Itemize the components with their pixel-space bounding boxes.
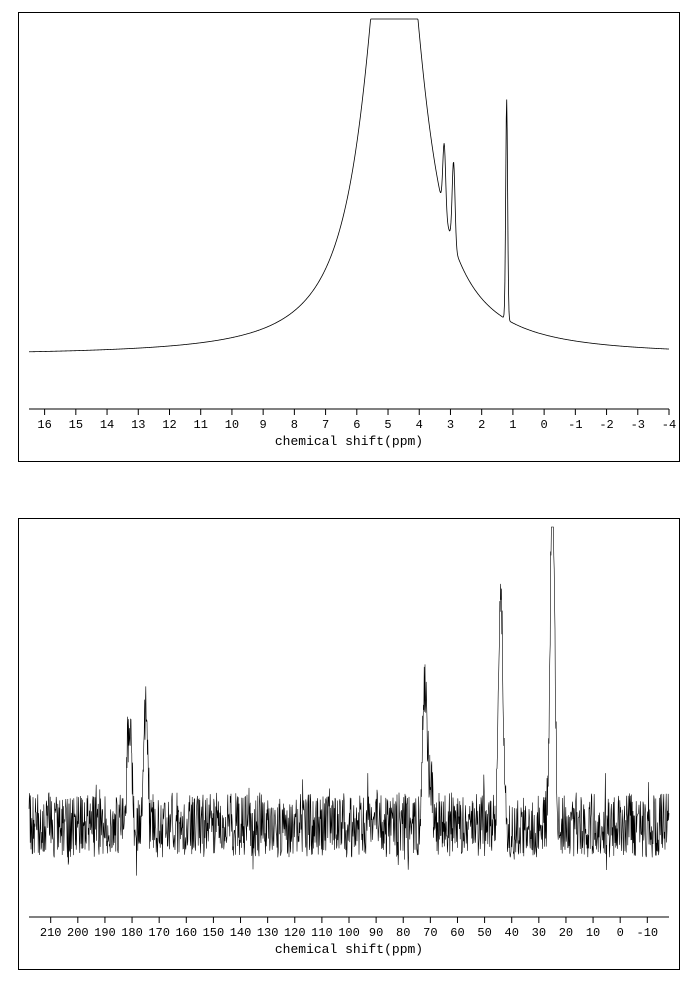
x-tick-label: 1 (509, 418, 516, 432)
x-tick-label: 4 (416, 418, 423, 432)
x-tick-label: 16 (37, 418, 51, 432)
x-tick-label: 10 (586, 926, 600, 940)
x-tick-label: 6 (353, 418, 360, 432)
x-tick-label: -2 (599, 418, 613, 432)
x-tick-label: 8 (291, 418, 298, 432)
x-tick-label: 12 (162, 418, 176, 432)
x-tick-label: -1 (568, 418, 582, 432)
bottom-spectrum-panel: 2102001901801701601501401301201101009080… (18, 518, 680, 970)
x-tick-label: 7 (322, 418, 329, 432)
x-tick-label: 130 (257, 926, 279, 940)
page: 161514131211109876543210-1-2-3-4 chemica… (0, 0, 697, 1000)
x-tick-label: 15 (69, 418, 83, 432)
x-tick-label: 13 (131, 418, 145, 432)
x-tick-label: 210 (40, 926, 62, 940)
x-tick-label: 170 (148, 926, 170, 940)
x-tick-label: 14 (100, 418, 114, 432)
x-tick-label: 190 (94, 926, 116, 940)
x-tick-label: -4 (662, 418, 676, 432)
x-tick-label: 5 (384, 418, 391, 432)
x-tick-label: 60 (450, 926, 464, 940)
x-tick-label: 30 (532, 926, 546, 940)
top-spectrum-panel: 161514131211109876543210-1-2-3-4 chemica… (18, 12, 680, 462)
top-spectrum-svg: 161514131211109876543210-1-2-3-4 chemica… (19, 13, 679, 461)
x-tick-label: 20 (559, 926, 573, 940)
x-tick-label: 11 (194, 418, 208, 432)
x-tick-label: 100 (338, 926, 360, 940)
x-tick-label: 40 (505, 926, 519, 940)
bottom-spectrum-svg: 2102001901801701601501401301201101009080… (19, 519, 679, 969)
x-tick-label: 90 (369, 926, 383, 940)
x-tick-label: 150 (203, 926, 225, 940)
x-tick-label: 120 (284, 926, 306, 940)
x-tick-label: 80 (396, 926, 410, 940)
x-tick-label: -10 (637, 926, 659, 940)
x-tick-label: 70 (423, 926, 437, 940)
x-tick-label: 0 (541, 418, 548, 432)
bottom-xlabel: chemical shift(ppm) (275, 942, 423, 957)
x-tick-label: 200 (67, 926, 89, 940)
x-tick-label: 140 (230, 926, 252, 940)
x-tick-label: 110 (311, 926, 333, 940)
x-tick-label: 10 (225, 418, 239, 432)
x-tick-label: 50 (477, 926, 491, 940)
x-tick-label: 160 (175, 926, 197, 940)
top-xlabel: chemical shift(ppm) (275, 434, 423, 449)
x-tick-label: 9 (260, 418, 267, 432)
x-tick-label: 0 (617, 926, 624, 940)
x-tick-label: 3 (447, 418, 454, 432)
x-tick-label: 2 (478, 418, 485, 432)
x-tick-label: 180 (121, 926, 143, 940)
x-tick-label: -3 (631, 418, 645, 432)
